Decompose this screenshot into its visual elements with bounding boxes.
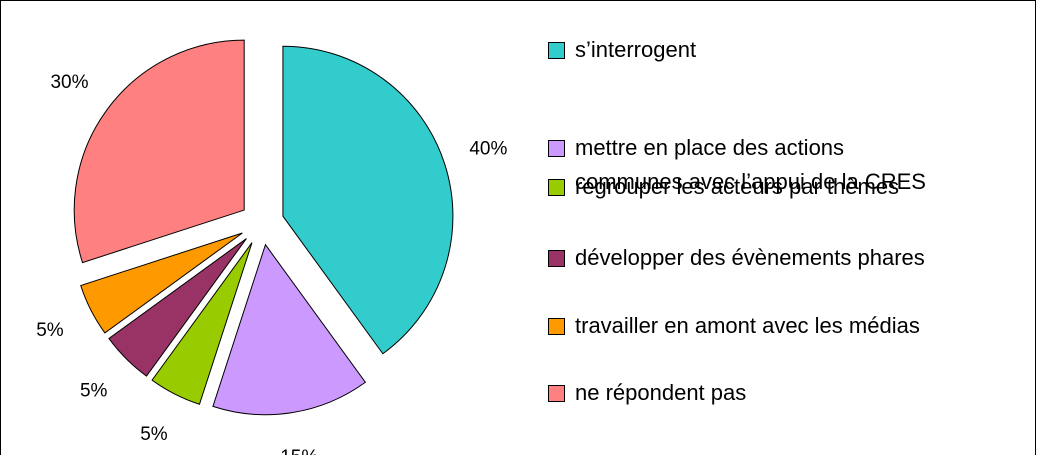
data-label: 30% xyxy=(50,72,88,93)
legend-label: regrouper les acteurs par thèmes xyxy=(575,174,900,199)
legend-label: ne répondent pas xyxy=(575,380,747,405)
legend-item: regrouper les acteurs par thèmes xyxy=(548,170,899,204)
legend-item: s’interrogent xyxy=(548,33,696,67)
pie-slice xyxy=(80,232,243,334)
data-label: 5% xyxy=(80,380,108,401)
legend-item: mettre en place des actions communes ave… xyxy=(548,131,935,199)
legend-item: ne répondent pas xyxy=(548,376,746,410)
pie-slice xyxy=(108,238,247,377)
legend-swatch xyxy=(548,179,565,196)
legend-item: travailler en amont avec les médias xyxy=(548,309,920,343)
data-label: 15% xyxy=(280,447,318,455)
legend-swatch xyxy=(548,250,565,267)
data-label: 5% xyxy=(36,320,64,341)
legend-swatch xyxy=(548,42,565,59)
data-label: 40% xyxy=(469,138,507,159)
pie-slice xyxy=(212,243,367,416)
legend-label: travailler en amont avec les médias xyxy=(575,313,920,338)
legend-label: s’interrogent xyxy=(575,37,697,62)
pie-slice xyxy=(151,242,253,405)
pie-slice xyxy=(73,39,245,264)
pie-slice xyxy=(282,45,454,355)
legend-swatch xyxy=(548,385,565,402)
legend-swatch xyxy=(548,140,565,157)
legend-swatch xyxy=(548,318,565,335)
legend-item: développer des évènements phares xyxy=(548,241,925,275)
legend-label: développer des évènements phares xyxy=(575,245,925,270)
legend-label: mettre en place des actions communes ave… xyxy=(575,135,926,194)
data-label: 5% xyxy=(140,424,168,445)
